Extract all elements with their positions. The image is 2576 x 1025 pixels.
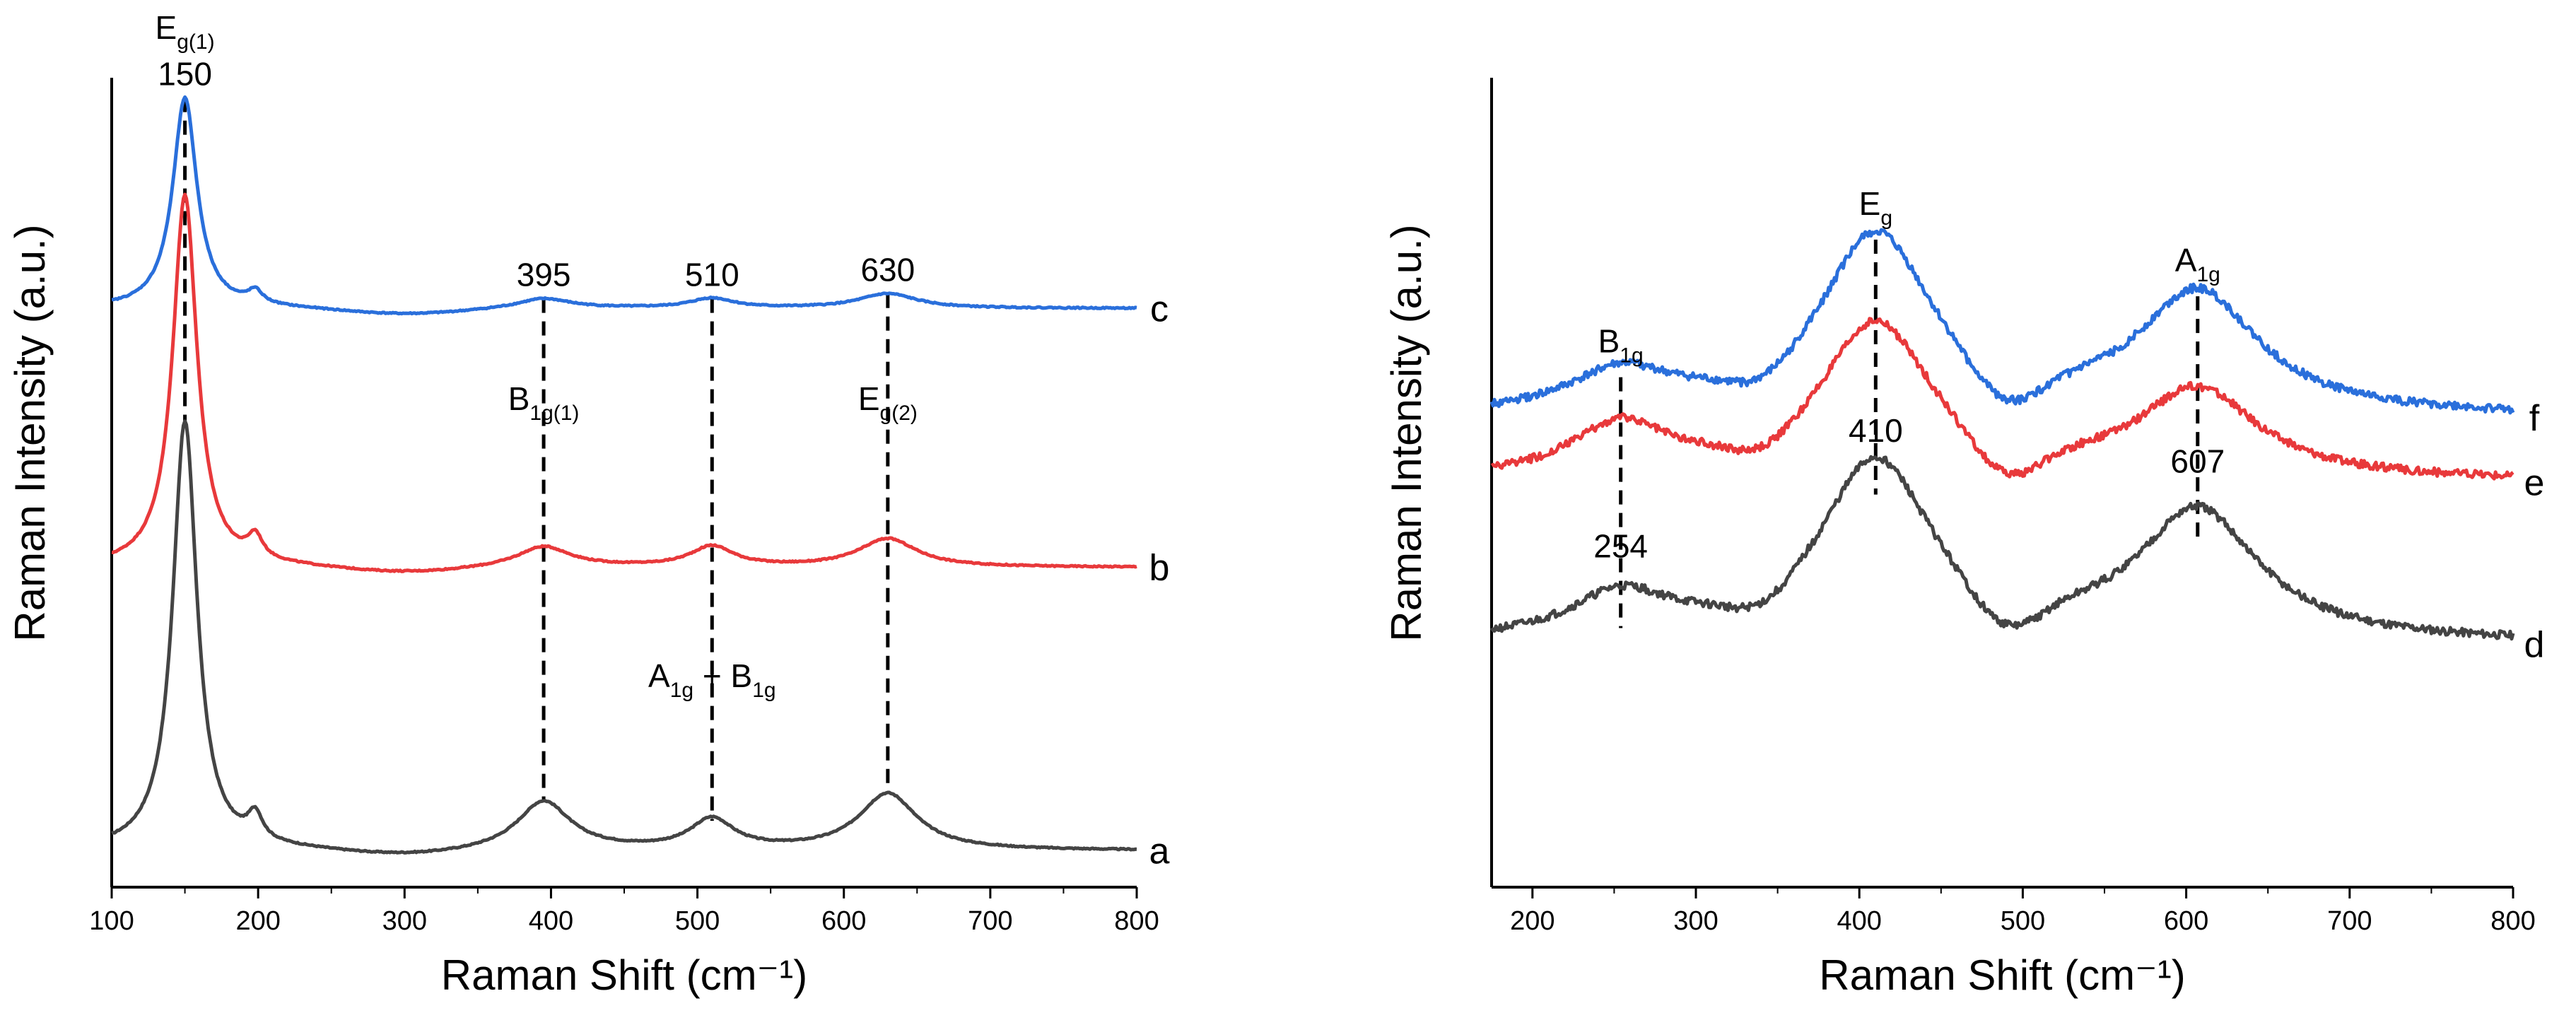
mode-label: Eg(1) [156,9,215,54]
x-tick-label: 600 [821,906,866,936]
series-label-c: c [1150,288,1169,329]
peak-value-label: 395 [517,257,571,293]
peak-value-label: 254 [1593,528,1648,565]
x-tick-label: 700 [968,906,1012,936]
x-tick-label: 200 [235,906,280,936]
series-label-f: f [2529,398,2540,439]
peak-value-label: 630 [860,252,915,288]
x-tick-label: 800 [1114,906,1159,936]
spectrum-line-d [1489,455,2515,641]
x-tick-label: 400 [1837,906,1881,936]
peak-value-label: 607 [2170,443,2225,479]
spectrum-line-b [111,192,1137,573]
spectrum-line-a [110,419,1137,855]
x-tick-label: 300 [382,906,427,936]
peak-value-label: 410 [1849,412,1903,449]
x-tick-label: 800 [2490,906,2535,936]
x-tick-label: 400 [529,906,573,936]
x-axis-label: Raman Shift (cm⁻¹) [1819,951,2185,999]
x-axis-label: Raman Shift (cm⁻¹) [441,951,807,999]
peak-value-label: 510 [685,257,739,293]
y-axis-label: Raman Intensity (a.u.) [6,224,54,641]
spectrum-line-c [111,95,1137,316]
x-tick-label: 500 [2001,906,2045,936]
x-tick-label: 700 [2327,906,2372,936]
mode-label: A1g [2175,242,2220,286]
y-axis-label: Raman Intensity (a.u.) [1383,224,1430,641]
x-tick-label: 300 [1673,906,1718,936]
x-tick-label: 200 [1510,906,1555,936]
series-label-e: e [2524,463,2545,504]
mode-label: B1g [1598,323,1644,368]
x-tick-label: 600 [2164,906,2208,936]
spectrum-line-e [1490,317,2514,481]
series-label-d: d [2524,625,2545,666]
peak-value-label: 150 [158,56,212,93]
mode-label: A1g + B1g [648,657,776,702]
x-tick-label: 500 [675,906,720,936]
chart-panel-right: 200 300 400 500 600 700 800 Raman Shift (cm⁻¹) R… [1383,78,2544,999]
mode-label: B1g(1) [508,380,580,425]
mode-label: Eg(2) [858,380,918,425]
x-tick-label: 100 [89,906,134,936]
series-label-b: b [1149,548,1170,589]
mode-label: Eg [1859,185,1892,230]
series-label-a: a [1149,831,1170,872]
spectrum-line-f [1489,228,2515,415]
chart-panel-left: 100 200 300 400 500 600 700 800 Raman Shift (cm⁻… [6,9,1170,999]
